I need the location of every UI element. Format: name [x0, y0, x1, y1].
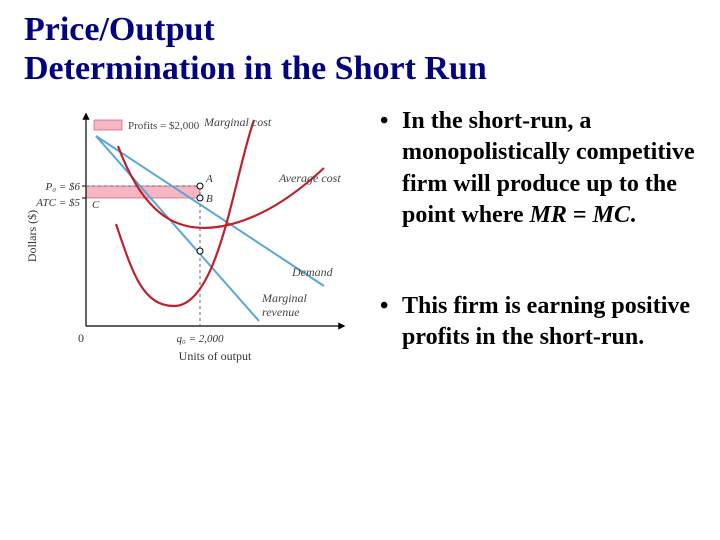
mr-label-2: revenue [262, 305, 300, 319]
y-axis-label: Dollars ($) [25, 210, 39, 262]
slide-title: Price/Output Determination in the Short … [24, 10, 696, 88]
b1-mc: MC [593, 202, 630, 228]
origin-zero: 0 [78, 331, 84, 345]
p0-label: P₀ = $6 [45, 181, 81, 193]
chart-container: P₀ = $6 ATC = $5 C AB Marginal cost Average c… [24, 106, 364, 413]
atc-label: ATC = $5 [35, 197, 80, 209]
legend-swatch [94, 120, 122, 130]
b2-text: This firm is earning positive profits in… [402, 293, 690, 350]
point-b [197, 195, 203, 201]
point-a [197, 183, 203, 189]
legend-label: Profits = $2,000 [128, 120, 200, 132]
bullet-2: This firm is earning positive profits in… [380, 291, 696, 353]
mc-label: Marginal cost [203, 115, 272, 129]
bullet-1: In the short-run, a monopolistically com… [380, 106, 696, 231]
content-row: P₀ = $6 ATC = $5 C AB Marginal cost Average c… [24, 106, 696, 413]
b-label: B [206, 193, 213, 205]
mr-label-1: Marginal [261, 291, 308, 305]
title-line-2: Determination in the Short Run [24, 50, 487, 87]
mc-curve [116, 120, 254, 306]
title-line-1: Price/Output [24, 11, 215, 48]
ac-label: Average cost [278, 171, 341, 185]
bullet-list: In the short-run, a monopolistically com… [380, 106, 696, 413]
mr-curve [96, 136, 259, 321]
b1-eq: = [567, 202, 593, 228]
a-label: A [205, 173, 213, 185]
b1-post: . [630, 202, 636, 228]
x-axis-label: Units of output [179, 349, 252, 363]
economics-chart: P₀ = $6 ATC = $5 C AB Marginal cost Average c… [24, 106, 364, 376]
demand-label: Demand [291, 265, 334, 279]
b1-mr: MR [530, 202, 567, 228]
point-c-label: C [92, 199, 100, 211]
q0-label: q₀ = 2,000 [177, 333, 224, 345]
point-mr-mc [197, 248, 203, 254]
